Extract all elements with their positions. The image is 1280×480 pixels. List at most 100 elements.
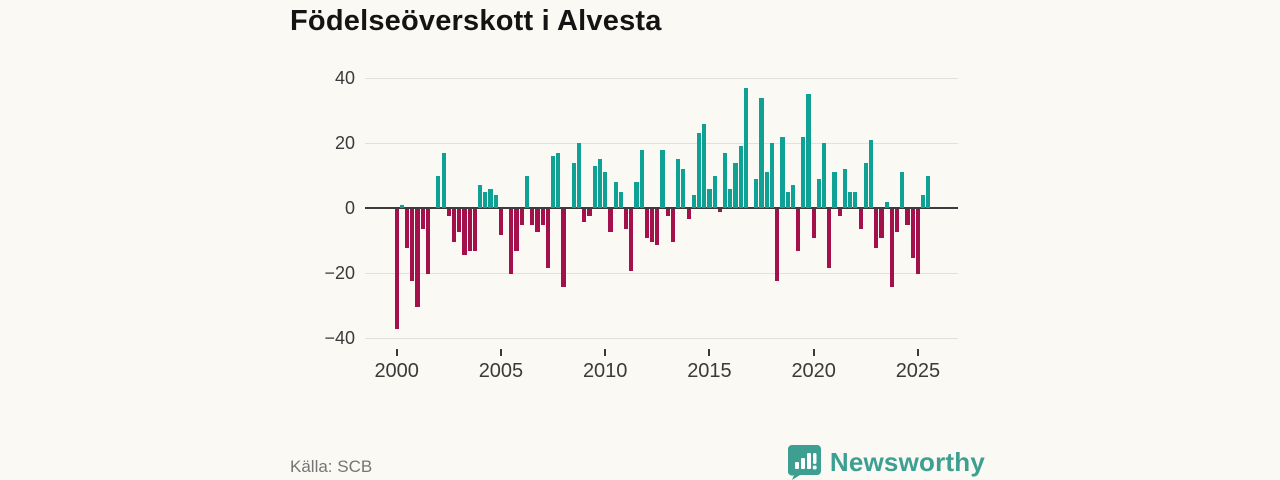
bar-2007Q4 <box>556 152 561 208</box>
bar-2013Q2 <box>670 209 676 242</box>
bar-2016Q2 <box>733 162 738 208</box>
bar-2021Q3 <box>842 169 848 208</box>
bar-2004Q2 <box>483 191 488 208</box>
bar-2000Q1 <box>394 209 399 330</box>
bar-2012Q1 <box>644 209 649 239</box>
bar-2008Q3 <box>571 162 576 208</box>
bar-2021Q1 <box>832 172 837 208</box>
bar-2001Q3 <box>425 209 431 274</box>
bar-2025Q1 <box>915 209 921 274</box>
bar-chart-bubble-icon <box>787 444 821 480</box>
bar-2024Q2 <box>900 172 905 208</box>
bar-2016Q1 <box>728 188 733 208</box>
bar-2025Q3 <box>926 175 931 208</box>
bar-2018Q3 <box>780 136 785 208</box>
x-axis-label-2000: 2000 <box>374 360 419 382</box>
bar-2009Q2 <box>587 209 592 216</box>
bar-2014Q3 <box>696 133 702 208</box>
bar-2018Q2 <box>775 209 780 281</box>
x-axis-tick-2025 <box>916 349 919 356</box>
bar-2018Q4 <box>785 191 790 208</box>
bar-2010Q1 <box>603 172 608 208</box>
bar-2022Q2 <box>858 209 863 229</box>
bar-2007Q3 <box>550 156 556 208</box>
bar-2024Q3 <box>905 209 910 226</box>
bar-2013Q1 <box>665 209 670 216</box>
bar-2009Q4 <box>597 159 603 208</box>
bar-2000Q3 <box>405 209 410 248</box>
bar-2008Q4 <box>577 143 582 208</box>
bar-2011Q2 <box>629 209 634 271</box>
bar-2017Q2 <box>754 178 759 208</box>
x-axis-tick-2005 <box>499 349 502 356</box>
bar-2004Q1 <box>478 185 483 208</box>
bar-2020Q4 <box>827 209 832 268</box>
gridline-y40 <box>365 78 958 79</box>
x-axis-tick-2020 <box>812 349 815 356</box>
bar-2019Q2 <box>795 209 801 252</box>
chart-title: Födelseöverskott i Alvesta <box>290 5 662 37</box>
x-axis-tick-2015 <box>708 349 711 356</box>
bar-2012Q2 <box>650 209 655 242</box>
bar-2002Q2 <box>441 152 446 208</box>
bar-2001Q2 <box>420 209 425 229</box>
bar-2006Q1 <box>519 209 524 226</box>
y-axis-label-40: 40 <box>334 68 355 88</box>
gridline-y-20 <box>365 273 958 274</box>
bar-2014Q1 <box>686 209 691 219</box>
bar-2007Q1 <box>540 209 545 226</box>
bar-2022Q4 <box>868 139 874 208</box>
bar-2016Q4 <box>743 87 749 208</box>
x-axis-label-2020: 2020 <box>791 360 836 382</box>
bar-2012Q3 <box>655 209 660 245</box>
x-axis-tick-2010 <box>604 349 607 356</box>
source-note: Källa: SCB <box>290 457 373 476</box>
bar-2011Q1 <box>623 209 629 229</box>
y-axis-label-0: 0 <box>344 198 355 218</box>
bar-2007Q2 <box>545 209 550 268</box>
bar-2023Q1 <box>874 209 879 248</box>
zero-axis-line <box>365 207 958 209</box>
bar-2010Q3 <box>613 182 618 208</box>
bar-2005Q4 <box>514 209 519 252</box>
bar-2001Q1 <box>415 209 420 307</box>
newsworthy-logo[interactable]: Newsworthy <box>787 444 985 480</box>
y-axis-label-20: 20 <box>334 133 355 153</box>
bar-2019Q3 <box>801 136 806 208</box>
bar-2006Q4 <box>535 209 540 232</box>
bar-2015Q2 <box>712 175 717 208</box>
bar-2019Q4 <box>806 94 811 208</box>
gridline-y20 <box>365 143 958 144</box>
bar-2022Q3 <box>863 162 868 208</box>
bar-2010Q2 <box>608 209 613 232</box>
bar-2017Q3 <box>759 97 764 208</box>
bar-2003Q2 <box>462 209 467 255</box>
x-axis-label-2025: 2025 <box>895 360 941 382</box>
bar-2010Q4 <box>618 191 623 208</box>
bar-2000Q2 <box>399 204 404 208</box>
bar-2015Q3 <box>717 209 722 213</box>
bar-2006Q3 <box>530 209 535 226</box>
bar-2019Q1 <box>790 185 795 208</box>
bar-2024Q4 <box>910 209 915 258</box>
bar-2023Q4 <box>889 209 894 287</box>
bar-2002Q1 <box>436 175 441 208</box>
bar-2025Q2 <box>921 195 926 208</box>
bar-2018Q1 <box>769 143 775 208</box>
bar-2021Q4 <box>848 191 853 208</box>
bar-2013Q3 <box>676 159 681 208</box>
newsworthy-wordmark: Newsworthy <box>829 446 985 477</box>
bar-2004Q3 <box>488 188 493 208</box>
bar-2003Q4 <box>472 209 477 252</box>
bar-2000Q4 <box>410 209 415 281</box>
x-axis-tick-2000 <box>395 349 398 356</box>
bar-2020Q2 <box>816 178 821 208</box>
bar-2012Q4 <box>660 149 665 208</box>
bar-2014Q4 <box>702 123 707 208</box>
bar-2002Q4 <box>451 209 457 242</box>
bar-2015Q4 <box>722 152 728 208</box>
bar-2022Q1 <box>853 191 858 208</box>
bar-2005Q3 <box>509 209 514 274</box>
